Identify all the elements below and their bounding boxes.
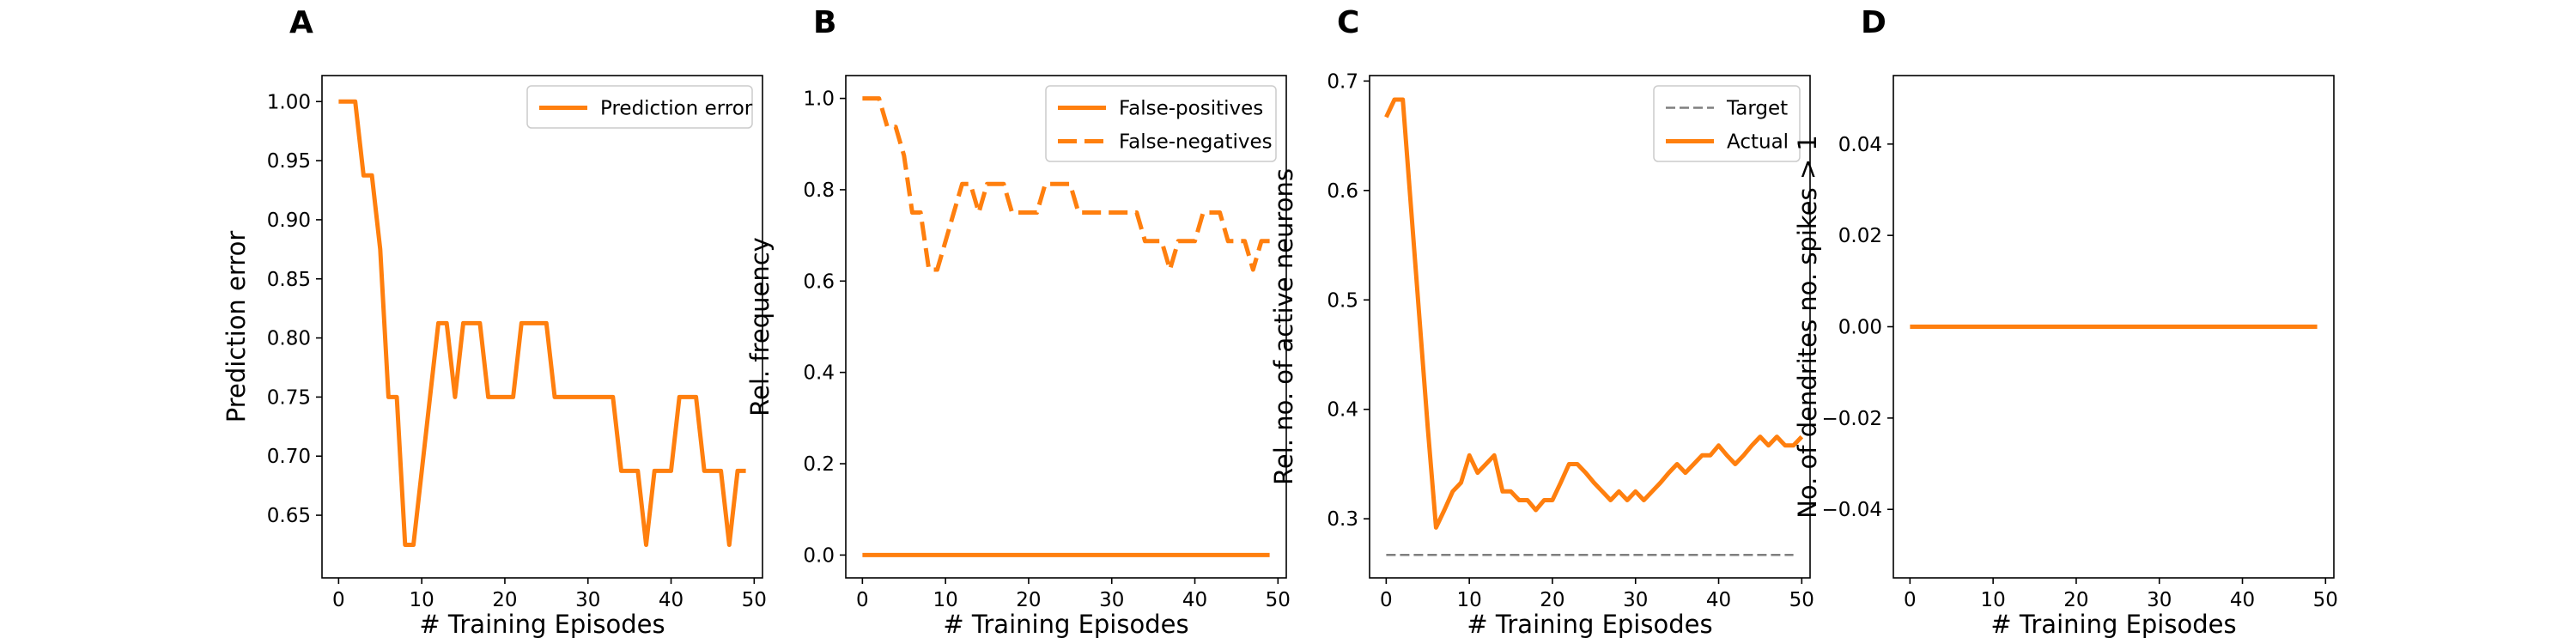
series-line-prediction-error bbox=[338, 99, 746, 547]
legend: False-positives False-negatives bbox=[1045, 85, 1277, 162]
x-tick-label: 40 bbox=[2230, 589, 2255, 611]
y-tick-label: 1.00 bbox=[267, 91, 311, 113]
y-tick-label: 0.0 bbox=[803, 544, 835, 567]
x-tick-label: 20 bbox=[1016, 589, 1041, 611]
x-tick-label: 50 bbox=[742, 589, 767, 611]
x-tick-label: 20 bbox=[492, 589, 517, 611]
x-tick-label: 30 bbox=[2147, 589, 2172, 611]
y-tick-label: 0.80 bbox=[267, 328, 311, 350]
x-axis-label: # Training Episodes bbox=[1990, 610, 2236, 639]
x-tick-label: 40 bbox=[1182, 589, 1207, 611]
legend: Prediction error bbox=[526, 85, 753, 129]
y-tick-label: 0.02 bbox=[1838, 225, 1882, 247]
panel-d: D 0 10 20 30 40 50 −0.04 −0.02 0.00 0.02 0.04 # Tra… bbox=[1793, 5, 2338, 639]
y-tick-label: 0.4 bbox=[803, 362, 835, 385]
x-tick-label: 0 bbox=[1380, 589, 1393, 611]
x-tick-label: 30 bbox=[575, 589, 600, 611]
legend-label-actual: Actual bbox=[1727, 131, 1789, 154]
x-tick-label: 0 bbox=[1904, 589, 1917, 611]
panel-b: B 0 10 20 30 40 50 0.0 0.2 0.4 0.6 0.8 1.0 # Trainin… bbox=[745, 5, 1291, 639]
axes-frame bbox=[321, 75, 763, 579]
panel-letter-c: C bbox=[1337, 5, 1359, 40]
plot-b: 0 10 20 30 40 50 0.0 0.2 0.4 0.6 0.8 1.0 # Training … bbox=[745, 75, 1291, 639]
y-tick-label: 0.2 bbox=[803, 453, 835, 476]
x-tick-label: 40 bbox=[659, 589, 683, 611]
x-tick-label: 20 bbox=[2063, 589, 2088, 611]
x-tick-label: 10 bbox=[1457, 589, 1482, 611]
y-tick-label: 0.65 bbox=[267, 505, 311, 527]
x-tick-label: 10 bbox=[933, 589, 958, 611]
x-tick-label: 0 bbox=[856, 589, 869, 611]
y-tick-label: 0.90 bbox=[267, 210, 311, 232]
y-tick-label: 0.85 bbox=[267, 269, 311, 291]
y-tick-label: −0.02 bbox=[1822, 408, 1882, 430]
series-line-false-negatives bbox=[862, 96, 1270, 272]
legend-label-false-negatives: False-negatives bbox=[1119, 131, 1273, 154]
x-tick-label: 10 bbox=[410, 589, 434, 611]
panel-letter-d: D bbox=[1861, 5, 1886, 40]
y-tick-label: 0.95 bbox=[267, 150, 311, 173]
series-line-actual bbox=[1384, 97, 1804, 530]
y-axis-label: Rel. no. of active neurons bbox=[1269, 168, 1298, 485]
y-tick-label: −0.04 bbox=[1822, 499, 1882, 521]
y-tick-label: 1.0 bbox=[803, 88, 835, 111]
y-tick-label: 0.6 bbox=[1327, 180, 1358, 203]
y-tick-label: 0.00 bbox=[1838, 317, 1882, 339]
legend-label-target: Target bbox=[1726, 98, 1788, 120]
x-tick-label: 30 bbox=[1623, 589, 1648, 611]
axes-frame bbox=[1369, 75, 1811, 579]
legend: Target Actual bbox=[1653, 85, 1801, 162]
panel-a: A 0 10 20 30 40 50 0.65 0.70 0.75 0.80 0.85 0.90 0.9… bbox=[222, 5, 767, 639]
y-tick-label: 0.6 bbox=[803, 270, 835, 293]
legend-label-false-positives: False-positives bbox=[1119, 98, 1263, 120]
panel-c: C 0 10 20 30 40 50 0.3 0.4 0.5 0.6 0.7 # Training E… bbox=[1269, 5, 1814, 639]
x-tick-label: 10 bbox=[1981, 589, 2006, 611]
x-axis-label: # Training Episodes bbox=[943, 610, 1188, 639]
plot-c: 0 10 20 30 40 50 0.3 0.4 0.5 0.6 0.7 # Training Epi… bbox=[1269, 70, 1814, 639]
x-tick-label: 50 bbox=[1266, 589, 1291, 611]
x-tick-label: 50 bbox=[1789, 589, 1814, 611]
y-tick-label: 0.3 bbox=[1327, 508, 1358, 531]
x-tick-label: 50 bbox=[2313, 589, 2338, 611]
y-axis-label: No. of dendrites no. spikes > 1 bbox=[1793, 135, 1822, 519]
y-tick-label: 0.75 bbox=[267, 386, 311, 409]
y-tick-label: 0.70 bbox=[267, 446, 311, 468]
plot-a: 0 10 20 30 40 50 0.65 0.70 0.75 0.80 0.85 0.90 0.95 1… bbox=[222, 75, 767, 639]
y-tick-label: 0.8 bbox=[803, 179, 835, 202]
panel-letter-b: B bbox=[813, 5, 836, 40]
x-axis-label: # Training Episodes bbox=[1467, 610, 1712, 639]
x-axis-label: # Training Episodes bbox=[419, 610, 665, 639]
y-axis-label: Prediction error bbox=[222, 231, 251, 423]
x-tick-label: 30 bbox=[1099, 589, 1124, 611]
x-tick-label: 0 bbox=[332, 589, 345, 611]
plot-d: 0 10 20 30 40 50 −0.04 −0.02 0.00 0.02 0.04 # Train… bbox=[1793, 75, 2338, 639]
y-tick-label: 0.5 bbox=[1327, 289, 1358, 312]
panel-letter-a: A bbox=[289, 5, 313, 40]
legend-box bbox=[526, 85, 753, 129]
y-tick-label: 0.4 bbox=[1327, 399, 1358, 422]
axes-frame bbox=[845, 75, 1287, 579]
x-tick-label: 20 bbox=[1540, 589, 1564, 611]
y-tick-label: 0.7 bbox=[1327, 70, 1358, 93]
x-tick-label: 40 bbox=[1706, 589, 1731, 611]
y-axis-label: Rel. frequency bbox=[745, 237, 775, 416]
y-tick-label: 0.04 bbox=[1838, 134, 1882, 156]
legend-label-prediction-error: Prediction error bbox=[600, 98, 753, 120]
